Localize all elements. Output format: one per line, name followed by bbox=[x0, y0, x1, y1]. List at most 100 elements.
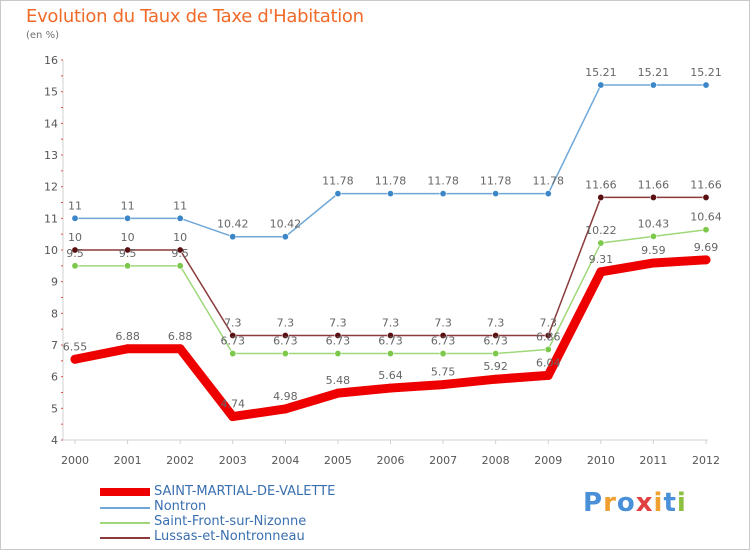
data-point bbox=[229, 350, 237, 358]
data-label: 5.64 bbox=[378, 369, 403, 382]
y-tick-label: 16 bbox=[44, 54, 58, 67]
data-label: 6.55 bbox=[63, 340, 88, 353]
data-label: 5.92 bbox=[483, 360, 508, 373]
x-tick-label: 2010 bbox=[587, 454, 615, 467]
data-point bbox=[386, 350, 394, 358]
data-label: 15.21 bbox=[690, 66, 722, 79]
data-label: 11.78 bbox=[427, 175, 459, 188]
data-point bbox=[71, 246, 79, 254]
data-point bbox=[123, 344, 133, 354]
x-tick-label: 2005 bbox=[324, 454, 352, 467]
legend-swatch bbox=[100, 522, 150, 524]
data-label: 11.78 bbox=[322, 175, 354, 188]
x-tick-label: 2009 bbox=[534, 454, 562, 467]
data-label: 11 bbox=[121, 199, 135, 212]
data-label: 5.48 bbox=[326, 374, 351, 387]
brand-logo: Proxiti bbox=[583, 488, 687, 518]
data-point bbox=[492, 331, 500, 339]
x-tick-label: 2007 bbox=[429, 454, 457, 467]
x-tick-label: 2001 bbox=[114, 454, 142, 467]
legend-label: SAINT-MARTIAL-DE-VALETTE bbox=[154, 484, 336, 499]
chart-title: Evolution du Taux de Taxe d'Habitation bbox=[26, 6, 364, 27]
data-label: 10 bbox=[173, 231, 187, 244]
data-point bbox=[701, 255, 711, 265]
data-label: 11 bbox=[173, 199, 187, 212]
legend-item: Lussas-et-Nontronneau bbox=[100, 529, 400, 546]
data-label: 6.73 bbox=[378, 335, 403, 348]
data-label: 7.3 bbox=[382, 317, 400, 330]
data-point bbox=[334, 350, 342, 358]
y-tick-label: 4 bbox=[51, 434, 58, 447]
data-point bbox=[544, 345, 552, 353]
data-point bbox=[649, 232, 657, 240]
data-label: 9.5 bbox=[66, 247, 84, 260]
data-label: 10 bbox=[68, 231, 82, 244]
y-tick-label: 9 bbox=[51, 276, 58, 289]
data-label: 10.42 bbox=[270, 218, 302, 231]
y-tick-label: 14 bbox=[44, 117, 58, 130]
x-tick-label: 2002 bbox=[166, 454, 194, 467]
legend-swatch bbox=[100, 488, 150, 496]
series-line-2 bbox=[74, 84, 707, 238]
x-tick-label: 2006 bbox=[377, 454, 405, 467]
data-label: 6.73 bbox=[483, 335, 508, 348]
data-point bbox=[439, 331, 447, 339]
data-point bbox=[281, 331, 289, 339]
data-label: 15.21 bbox=[638, 66, 670, 79]
data-point bbox=[544, 190, 552, 198]
data-point bbox=[176, 214, 184, 222]
data-point bbox=[70, 354, 80, 364]
data-point bbox=[492, 350, 500, 358]
data-label: 7.3 bbox=[277, 317, 295, 330]
data-label: 9.5 bbox=[171, 247, 189, 260]
data-point bbox=[124, 262, 132, 270]
data-point bbox=[71, 214, 79, 222]
data-label: 15.21 bbox=[585, 66, 617, 79]
data-point bbox=[649, 193, 657, 201]
brand-letter: x bbox=[635, 488, 654, 518]
data-label: 6.73 bbox=[431, 335, 456, 348]
chart-subtitle: (en %) bbox=[26, 30, 59, 41]
brand-letter: i bbox=[653, 488, 664, 518]
data-point bbox=[702, 81, 710, 89]
data-label: 6.88 bbox=[115, 330, 140, 343]
data-label: 4.74 bbox=[221, 398, 246, 411]
y-tick-label: 8 bbox=[51, 307, 58, 320]
brand-letter: r bbox=[603, 488, 617, 518]
y-tick-label: 6 bbox=[51, 371, 58, 384]
data-label: 6.86 bbox=[536, 330, 561, 343]
data-label: 6.73 bbox=[326, 335, 351, 348]
data-label: 11.78 bbox=[533, 175, 565, 188]
data-point bbox=[648, 258, 658, 268]
data-point bbox=[439, 190, 447, 198]
data-point bbox=[702, 193, 710, 201]
x-tick-label: 2004 bbox=[271, 454, 299, 467]
data-point bbox=[175, 344, 185, 354]
data-label: 7.3 bbox=[540, 317, 558, 330]
data-point bbox=[386, 331, 394, 339]
data-point bbox=[597, 239, 605, 247]
brand-letter: t bbox=[663, 488, 677, 518]
data-label: 9.69 bbox=[694, 241, 719, 254]
y-tick-label: 5 bbox=[51, 402, 58, 415]
data-point bbox=[124, 246, 132, 254]
data-point bbox=[438, 380, 448, 390]
y-tick-label: 15 bbox=[44, 86, 58, 99]
legend-item: SAINT-MARTIAL-DE-VALETTE bbox=[100, 484, 400, 501]
data-label: 10.22 bbox=[585, 224, 617, 237]
data-point bbox=[491, 374, 501, 384]
data-point bbox=[439, 350, 447, 358]
data-point bbox=[386, 383, 395, 393]
data-label: 5.75 bbox=[431, 366, 456, 379]
data-label: 11.66 bbox=[585, 178, 617, 191]
y-tick-label: 12 bbox=[44, 181, 58, 194]
data-point bbox=[281, 233, 289, 241]
data-label: 10.43 bbox=[638, 217, 670, 230]
data-point bbox=[176, 262, 184, 270]
legend-swatch bbox=[100, 537, 150, 539]
y-tick-label: 13 bbox=[44, 149, 58, 162]
data-label: 6.04 bbox=[536, 356, 561, 369]
data-label: 7.3 bbox=[224, 317, 242, 330]
data-point bbox=[229, 331, 237, 339]
